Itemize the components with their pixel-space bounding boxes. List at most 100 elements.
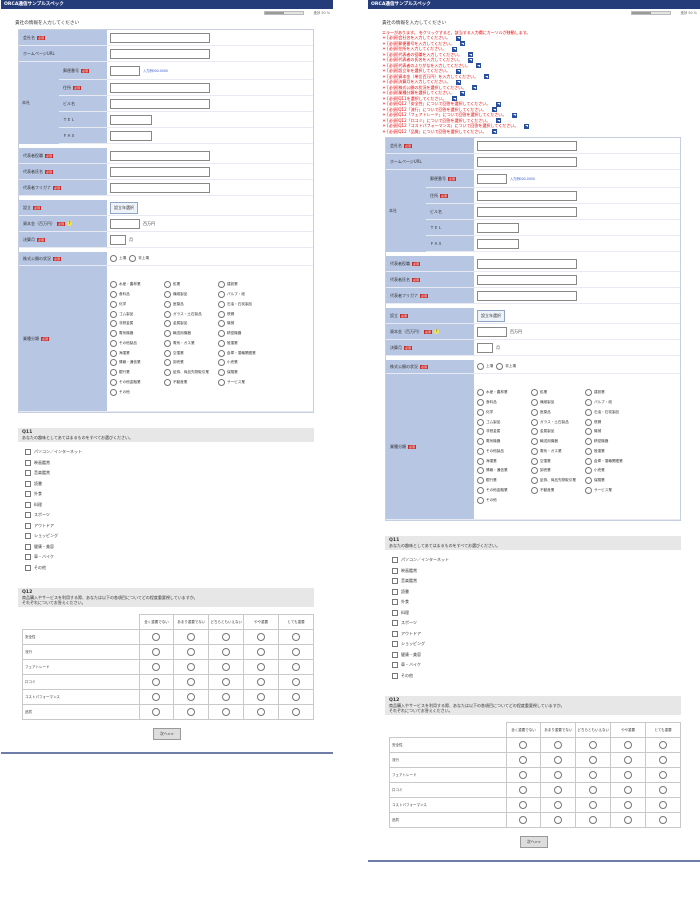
radio-circle[interactable] [477,447,484,455]
radio-circle[interactable] [129,255,137,262]
radio-circle[interactable] [477,389,484,397]
radio-circle[interactable] [477,467,484,475]
checkbox-square[interactable] [25,564,31,571]
radio-circle[interactable] [477,496,484,504]
radio-circle[interactable] [531,408,538,416]
hobby-checkbox[interactable]: 読書 [385,587,681,598]
tel-input[interactable] [110,114,152,125]
industry-radio[interactable]: その他 [477,496,531,504]
matrix-radio[interactable] [659,740,668,749]
radio-circle[interactable] [110,281,117,289]
radio-circle[interactable] [110,290,117,298]
matrix-radio[interactable] [257,632,266,641]
industry-radio[interactable]: 建設業 [218,281,272,289]
tel-input[interactable] [477,222,519,233]
company-name-input[interactable] [110,32,210,43]
matrix-radio[interactable] [187,707,196,716]
radio-circle[interactable] [164,349,171,357]
industry-radio[interactable]: 水産・農林業 [477,389,531,397]
checkbox-square[interactable] [392,630,398,637]
checkbox-square[interactable] [25,533,31,540]
matrix-radio[interactable] [187,647,196,656]
industry-radio[interactable]: 繊維製品 [164,290,218,298]
checkbox-square[interactable] [25,491,31,498]
industry-radio[interactable]: サービス業 [218,379,272,387]
industry-radio[interactable]: 電気・ガス業 [164,339,218,347]
industry-radio[interactable]: 倉庫・運輸関連業 [218,349,272,357]
hobby-checkbox[interactable]: 健康・美容 [18,542,314,553]
hobby-checkbox[interactable]: アウトドア [385,629,681,640]
radio-circle[interactable] [585,447,592,455]
postal-input[interactable] [110,65,140,76]
matrix-radio[interactable] [152,632,161,641]
hobby-checkbox[interactable]: 健康・美容 [385,650,681,661]
industry-radio[interactable]: 精密機器 [585,438,639,446]
industry-radio[interactable]: 銀行業 [110,369,164,377]
jump-arrow-icon[interactable] [456,35,462,41]
radio-circle[interactable] [531,438,538,446]
matrix-radio[interactable] [152,647,161,656]
rep-title-input[interactable] [110,150,210,161]
hobby-checkbox[interactable]: スポーツ [18,510,314,521]
industry-radio[interactable]: 銀行業 [477,477,531,485]
matrix-radio[interactable] [519,755,528,764]
industry-radio[interactable]: 倉庫・運輸関連業 [585,457,639,465]
matrix-radio[interactable] [222,707,231,716]
matrix-radio[interactable] [257,677,266,686]
radio-circle[interactable] [477,487,484,495]
matrix-radio[interactable] [589,740,598,749]
radio-circle[interactable] [164,310,171,318]
radio-circle[interactable] [585,408,592,416]
radio-circle[interactable] [218,330,225,338]
radio-circle[interactable] [218,339,225,347]
matrix-radio[interactable] [292,647,301,656]
radio-circle[interactable] [110,379,117,387]
radio-circle[interactable] [531,467,538,475]
matrix-radio[interactable] [659,815,668,824]
matrix-radio[interactable] [659,755,668,764]
capital-input[interactable] [477,326,507,337]
jump-arrow-icon[interactable] [456,79,462,85]
matrix-radio[interactable] [222,632,231,641]
industry-radio[interactable]: 情報・通信業 [477,467,531,475]
matrix-radio[interactable] [187,632,196,641]
radio-circle[interactable] [585,389,592,397]
matrix-radio[interactable] [187,692,196,701]
industry-radio[interactable]: 機械 [585,428,639,436]
matrix-radio[interactable] [554,785,563,794]
industry-radio[interactable]: 保険業 [585,477,639,485]
matrix-radio[interactable] [659,800,668,809]
industry-radio[interactable]: 証券、商品先物取引業 [164,369,218,377]
checkbox-square[interactable] [25,512,31,519]
industry-radio[interactable]: 食料品 [477,398,531,406]
radio-circle[interactable] [531,447,538,455]
postal-example-link[interactable]: 入力例000-0000 [510,177,535,181]
rep-kana-input[interactable] [477,290,577,301]
matrix-radio[interactable] [187,677,196,686]
matrix-radio[interactable] [152,677,161,686]
checkbox-square[interactable] [392,588,398,595]
jump-arrow-icon[interactable] [476,63,482,68]
rep-kana-input[interactable] [110,182,210,193]
industry-radio[interactable]: 卸売業 [531,467,585,475]
industry-radio[interactable]: 金属製品 [531,428,585,436]
matrix-radio[interactable] [554,740,563,749]
jump-arrow-icon[interactable] [496,101,502,107]
industry-radio[interactable]: 海運業 [110,349,164,357]
radio-circle[interactable] [110,359,117,367]
industry-radio[interactable]: 繊維製品 [531,398,585,406]
matrix-radio[interactable] [624,815,633,824]
checkbox-square[interactable] [392,557,398,564]
matrix-radio[interactable] [519,800,528,809]
hobby-checkbox[interactable]: その他 [18,563,314,574]
hobby-checkbox[interactable]: パソコン／インターネット [18,447,314,458]
matrix-radio[interactable] [222,647,231,656]
checkbox-square[interactable] [25,543,31,550]
radio-circle[interactable] [531,428,538,436]
radio-circle[interactable] [477,418,484,426]
matrix-radio[interactable] [589,785,598,794]
checkbox-square[interactable] [25,501,31,508]
checkbox-square[interactable] [392,620,398,627]
industry-radio[interactable]: サービス業 [585,487,639,495]
industry-radio[interactable]: 鉱業 [164,281,218,289]
